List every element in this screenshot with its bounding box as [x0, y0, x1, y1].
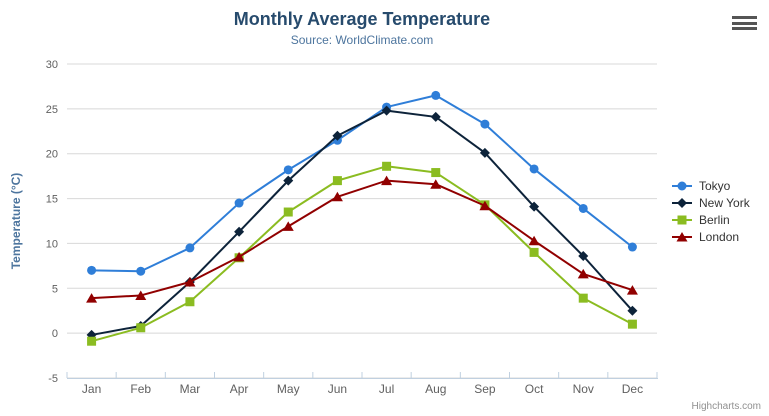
marker-london-Apr[interactable] — [233, 251, 245, 262]
series-line-berlin[interactable] — [90, 165, 634, 343]
marker-london-Nov[interactable] — [577, 268, 589, 279]
y-tick-label: 15 — [46, 194, 58, 206]
marker-new-york-Aug[interactable] — [430, 111, 441, 122]
y-tick-label: 20 — [46, 149, 58, 161]
x-tick-label: Jul — [379, 382, 394, 396]
y-tick-label: 30 — [46, 59, 58, 71]
marker-london-May[interactable] — [282, 221, 294, 231]
hamburger-menu-icon[interactable] — [732, 16, 757, 30]
legend-marker-triangle-icon — [672, 231, 692, 242]
legend-marker-shape[interactable] — [677, 181, 687, 190]
legend-marker-square-icon — [672, 215, 692, 224]
marker-london-Jul[interactable] — [381, 175, 393, 186]
legend-item-tokyo[interactable]: Tokyo — [671, 177, 750, 194]
x-tick-label: Feb — [130, 382, 151, 396]
marker-tokyo-Dec[interactable] — [627, 242, 637, 252]
x-tick-label: Mar — [180, 382, 201, 396]
hamburger-bar — [732, 16, 757, 19]
marker-london-Jan[interactable] — [86, 293, 98, 303]
marker-berlin-Nov[interactable] — [578, 293, 588, 303]
marker-berlin-Dec[interactable] — [627, 319, 637, 329]
marker-berlin-Oct[interactable] — [529, 247, 539, 257]
marker-berlin-Jul[interactable] — [382, 161, 392, 171]
series-line-new-york[interactable] — [90, 109, 634, 336]
marker-new-york-Jul[interactable] — [381, 105, 392, 116]
marker-new-york-Nov[interactable] — [578, 250, 589, 261]
marker-berlin-Jan[interactable] — [87, 336, 97, 346]
marker-new-york-Apr[interactable] — [234, 226, 245, 237]
marker-london-Oct[interactable] — [528, 235, 540, 246]
marker-berlin-Jun[interactable] — [332, 176, 342, 186]
x-tick-label: May — [277, 382, 300, 396]
highcharts-credits-link[interactable]: Highcharts.com — [691, 401, 761, 412]
series-tokyo[interactable] — [87, 90, 637, 276]
chart-subtitle: Source: WorldClimate.com — [290, 33, 434, 47]
y-tick-label: 10 — [46, 238, 58, 250]
x-tick-label: Jan — [82, 382, 101, 396]
series-berlin[interactable] — [87, 161, 637, 346]
marker-tokyo-Nov[interactable] — [578, 203, 588, 213]
marker-new-york-Dec[interactable] — [627, 305, 638, 316]
legend-item-new-york[interactable]: New York — [671, 194, 750, 211]
y-tick-label: 5 — [52, 283, 58, 295]
x-tick-label: Sep — [474, 382, 496, 396]
marker-new-york-Jun[interactable] — [332, 130, 343, 141]
series-new-york[interactable] — [86, 105, 638, 340]
legend: Tokyo New York Berlin London — [671, 177, 750, 245]
legend-label: Berlin — [699, 212, 730, 227]
x-tick-label: Apr — [230, 382, 249, 396]
x-tick-label: Oct — [525, 382, 544, 396]
marker-tokyo-Aug[interactable] — [431, 90, 441, 100]
y-axis-title: Temperature (°C) — [9, 173, 23, 270]
y-tick-label: -5 — [48, 373, 58, 385]
marker-london-Dec[interactable] — [626, 285, 638, 295]
marker-new-york-Sep[interactable] — [479, 147, 490, 158]
legend-label: Tokyo — [699, 178, 731, 193]
series-line-tokyo[interactable] — [90, 94, 634, 273]
marker-tokyo-Sep[interactable] — [480, 119, 490, 129]
marker-london-Mar[interactable] — [184, 277, 196, 287]
marker-tokyo-Jan[interactable] — [87, 265, 97, 275]
legend-label: London — [699, 229, 740, 244]
marker-tokyo-Feb[interactable] — [136, 266, 146, 276]
legend-marker-circle-icon — [672, 181, 692, 190]
legend-marker-shape[interactable] — [677, 197, 687, 208]
grid-layer — [67, 63, 657, 379]
marker-berlin-Mar[interactable] — [185, 297, 195, 307]
marker-berlin-Feb[interactable] — [136, 323, 146, 333]
marker-london-Aug[interactable] — [430, 179, 442, 189]
series-line-london[interactable] — [90, 179, 634, 300]
marker-new-york-Oct[interactable] — [529, 201, 540, 212]
legend-marker-shape[interactable] — [677, 215, 687, 224]
series-london[interactable] — [86, 175, 638, 303]
legend-item-london[interactable]: London — [671, 228, 750, 245]
marker-berlin-May[interactable] — [283, 207, 293, 217]
marker-london-Feb[interactable] — [135, 290, 147, 300]
hamburger-bar — [732, 21, 757, 25]
legend-marker-diamond-icon — [672, 197, 692, 208]
marker-tokyo-Apr[interactable] — [234, 198, 244, 208]
x-tick-label: Aug — [425, 382, 446, 396]
legend-item-berlin[interactable]: Berlin — [671, 211, 750, 228]
marker-berlin-Aug[interactable] — [431, 168, 441, 178]
y-tick-label: 0 — [52, 328, 58, 340]
hamburger-bar — [732, 27, 757, 30]
legend-marker-shape[interactable] — [676, 231, 688, 242]
x-tick-label: Dec — [622, 382, 643, 396]
chart-title: Monthly Average Temperature — [233, 9, 491, 29]
marker-london-Jun[interactable] — [331, 191, 343, 202]
series-layer — [86, 90, 638, 346]
marker-new-york-May[interactable] — [283, 175, 294, 186]
x-tick-label: Jun — [328, 382, 347, 396]
marker-tokyo-May[interactable] — [283, 165, 293, 175]
marker-tokyo-Mar[interactable] — [185, 243, 195, 253]
y-tick-label: 25 — [46, 104, 58, 116]
legend-label: New York — [699, 195, 750, 210]
marker-tokyo-Oct[interactable] — [529, 164, 539, 174]
axis-layer: -5 0 5 10 15 20 25 30 Jan Feb Mar Apr May Jun Jul Aug Se… — [46, 59, 658, 396]
x-tick-label: Nov — [573, 382, 594, 396]
marker-london-Sep[interactable] — [479, 200, 491, 211]
